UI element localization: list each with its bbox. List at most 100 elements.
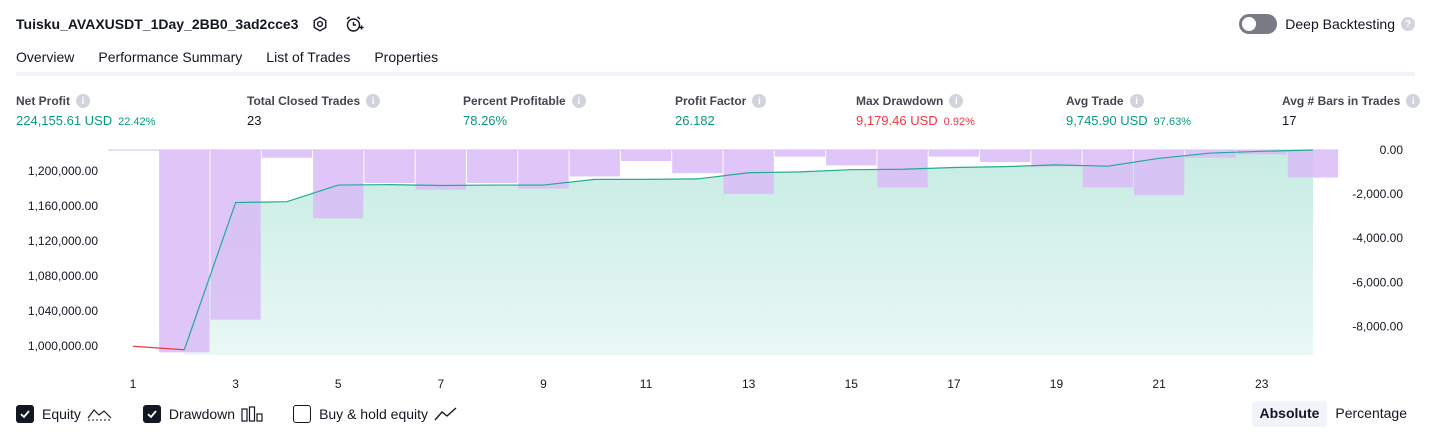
drawdown-bar [159, 150, 210, 353]
drawdown-bar [1236, 150, 1287, 155]
info-icon[interactable]: i [752, 94, 767, 108]
deep-backtesting-label: Deep Backtesting [1285, 16, 1395, 32]
drawdown-bar [1031, 150, 1082, 167]
stat-avg-trade: Avg Trade i 9,745.90 USD 97.63% [1066, 93, 1191, 128]
drawdown-bar [928, 150, 980, 157]
drawdown-bar [1287, 150, 1339, 178]
drawdown-bar [672, 150, 723, 174]
stat-value: 23 [247, 113, 262, 128]
buy-hold-line-icon [434, 406, 458, 422]
left-axis-tick: 1,000,000.00 [28, 339, 98, 353]
drawdown-bar [518, 150, 569, 189]
x-axis-tick: 9 [540, 377, 547, 391]
left-axis-tick: 1,160,000.00 [28, 199, 98, 213]
help-icon[interactable]: ? [1401, 17, 1415, 31]
x-axis-tick: 7 [437, 377, 444, 391]
x-axis-tick: 5 [335, 377, 342, 391]
right-axis-tick: -8,000.00 [1352, 319, 1403, 333]
x-axis-tick: 3 [232, 377, 239, 391]
info-icon[interactable]: i [949, 94, 964, 108]
drawdown-bar [774, 150, 826, 157]
equity-line [183, 149, 1314, 350]
x-axis-tick: 1 [130, 377, 137, 391]
absolute-mode-button[interactable]: Absolute [1251, 401, 1328, 427]
scale-mode-toggle: Absolute Percentage [1251, 401, 1416, 427]
drawdown-bar [1185, 150, 1236, 158]
right-axis-tick: -6,000.00 [1352, 275, 1403, 289]
left-axis-tick: 1,200,000.00 [28, 164, 98, 178]
strategy-title: Tuisku_AVAXUSDT_1Day_2BB0_3ad2cce3 [16, 16, 299, 32]
stat-value: 26.182 [675, 113, 715, 128]
stat-profit-factor: Profit Factor i 26.182 [675, 93, 767, 128]
stat-value: 9,745.90 USD [1066, 113, 1148, 128]
stat-percent: 0.92% [943, 116, 975, 128]
stat-total-closed-trades: Total Closed Trades i 23 [247, 93, 381, 128]
stat-label: Avg Trade [1066, 94, 1124, 108]
percentage-mode-button[interactable]: Percentage [1335, 405, 1407, 421]
drawdown-legend-label: Drawdown [168, 406, 236, 422]
equity-line-icon [87, 407, 113, 421]
deep-backtesting-toggle[interactable] [1239, 14, 1278, 34]
tab-performance-summary[interactable]: Performance Summary [98, 49, 243, 65]
drawdown-bar [210, 150, 261, 320]
x-axis-tick: 13 [742, 377, 756, 391]
deep-backtesting: Deep Backtesting ? [1239, 12, 1415, 36]
stat-percent-profitable: Percent Profitable i 78.26% [463, 93, 586, 128]
buy-hold-legend-label: Buy & hold equity [319, 406, 429, 422]
drawdown-bar [261, 150, 313, 158]
right-axis-tick: -4,000.00 [1352, 231, 1403, 245]
info-icon[interactable]: i [366, 94, 381, 108]
drawdown-bar [569, 150, 620, 177]
stat-value: 78.26% [463, 113, 508, 128]
tab-properties[interactable]: Properties [374, 49, 439, 65]
x-axis-tick: 15 [845, 377, 859, 391]
stats-row: Net Profit i 224,155.61 USD 22.42% Total C… [16, 93, 1421, 133]
drawdown-bar [415, 150, 466, 190]
stat-value: 17 [1282, 113, 1297, 128]
buy-hold-checkbox[interactable] [293, 405, 312, 423]
stat-label: Max Drawdown [856, 94, 944, 108]
right-axis-tick: -2,000.00 [1352, 187, 1403, 201]
drawdown-bar [1133, 150, 1185, 196]
drawdown-bars-icon [241, 406, 263, 422]
equity-legend-label: Equity [42, 406, 81, 422]
drawdown-bar [313, 150, 364, 219]
stat-label: Percent Profitable [463, 94, 566, 108]
drawdown-bar [826, 150, 877, 166]
drawdown-bar [980, 150, 1031, 163]
stat-percent: 22.42% [118, 116, 156, 128]
drawdown-bar [1082, 150, 1133, 188]
drawdown-bar [620, 150, 672, 162]
drawdown-bar [364, 150, 415, 184]
info-icon[interactable]: i [1129, 94, 1144, 108]
right-axis-tick: 0.00 [1380, 143, 1404, 157]
drawdown-bar [466, 150, 518, 184]
info-icon[interactable]: i [571, 94, 586, 108]
left-axis-tick: 1,080,000.00 [28, 269, 98, 283]
x-axis-tick: 11 [640, 377, 653, 391]
equity-chart[interactable]: 1,200,000.00 1,160,000.00 1,120,000.00 1,08… [0, 140, 1431, 396]
alarm-add-icon[interactable] [342, 12, 366, 36]
toggle-knob [1242, 17, 1257, 31]
info-icon[interactable]: i [1406, 94, 1421, 108]
equity-line-negative [132, 345, 185, 351]
x-axis-tick: 19 [1050, 377, 1064, 391]
stat-label: Total Closed Trades [247, 94, 361, 108]
drawdown-checkbox[interactable] [142, 405, 161, 423]
equity-checkbox[interactable] [16, 405, 34, 423]
tab-bar: Overview Performance Summary List of Tra… [16, 44, 462, 76]
stat-label: Avg # Bars in Trades [1282, 94, 1401, 108]
tab-list-of-trades[interactable]: List of Trades [266, 49, 351, 65]
stat-net-profit: Net Profit i 224,155.61 USD 22.42% [16, 93, 155, 128]
info-icon[interactable]: i [76, 94, 90, 108]
stat-avg-bars: Avg # Bars in Trades i 17 [1282, 93, 1421, 128]
x-axis-tick: 23 [1255, 377, 1269, 391]
settings-icon[interactable] [308, 12, 332, 36]
stat-value: 9,179.46 USD [856, 113, 938, 128]
left-axis-tick: 1,040,000.00 [28, 304, 98, 318]
stat-percent: 97.63% [1153, 116, 1191, 128]
stat-value: 224,155.61 USD [16, 113, 113, 128]
left-axis-tick: 1,120,000.00 [28, 234, 98, 248]
chart-legend: Equity Drawdown Buy & hold equity [16, 404, 488, 424]
strategy-header: Tuisku_AVAXUSDT_1Day_2BB0_3ad2cce3 [16, 12, 366, 36]
